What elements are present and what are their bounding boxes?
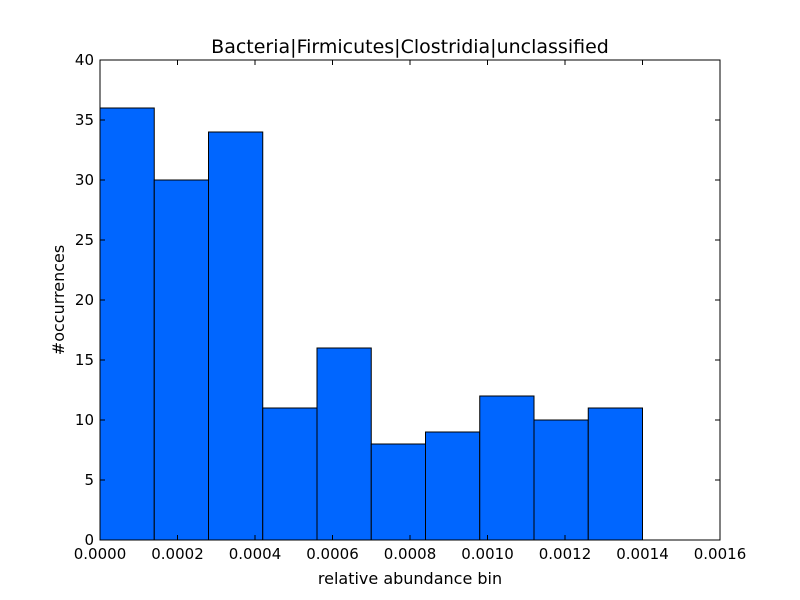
x-tick-label: 0.0008 <box>384 545 437 563</box>
histogram-bar <box>262 407 318 541</box>
x-tick-label: 0.0012 <box>539 545 592 563</box>
x-axis-label: relative abundance bin <box>318 569 502 588</box>
histogram-bar <box>587 407 643 541</box>
chart-title: Bacteria|Firmicutes|Clostridia|unclassif… <box>211 36 609 58</box>
y-axis: 0 5 10 15 20 25 30 35 40 <box>75 51 720 549</box>
x-tick-label: 0.0000 <box>74 545 127 563</box>
histogram-bar <box>99 107 155 541</box>
y-tick-label: 35 <box>75 111 94 129</box>
y-tick-label: 15 <box>75 351 94 369</box>
histogram-bar <box>208 131 264 541</box>
histogram-bar <box>533 419 589 541</box>
x-tick-label: 0.0004 <box>229 545 282 563</box>
y-tick-label: 40 <box>75 51 94 69</box>
y-tick-label: 25 <box>75 231 94 249</box>
y-tick-label: 30 <box>75 171 94 189</box>
x-tick-label: 0.0006 <box>306 545 359 563</box>
histogram-bar <box>316 347 372 541</box>
bars-group <box>99 107 643 541</box>
y-tick-label: 10 <box>75 411 94 429</box>
x-tick-label: 0.0014 <box>616 545 669 563</box>
x-tick-label: 0.0002 <box>151 545 204 563</box>
x-axis: 0.0000 0.0002 0.0004 0.0006 0.0008 0.0010 0.00… <box>74 60 747 563</box>
y-tick-label: 5 <box>84 471 94 489</box>
histogram-bar <box>479 395 535 541</box>
x-tick-label: 0.0010 <box>461 545 514 563</box>
x-tick-label: 0.0016 <box>694 545 747 563</box>
histogram-bar <box>153 179 209 541</box>
y-tick-label: 20 <box>75 291 94 309</box>
histogram-bar <box>370 443 426 541</box>
y-axis-label: #occurrences <box>49 245 68 355</box>
y-tick-label: 0 <box>84 531 94 549</box>
histogram-bar <box>425 431 481 541</box>
